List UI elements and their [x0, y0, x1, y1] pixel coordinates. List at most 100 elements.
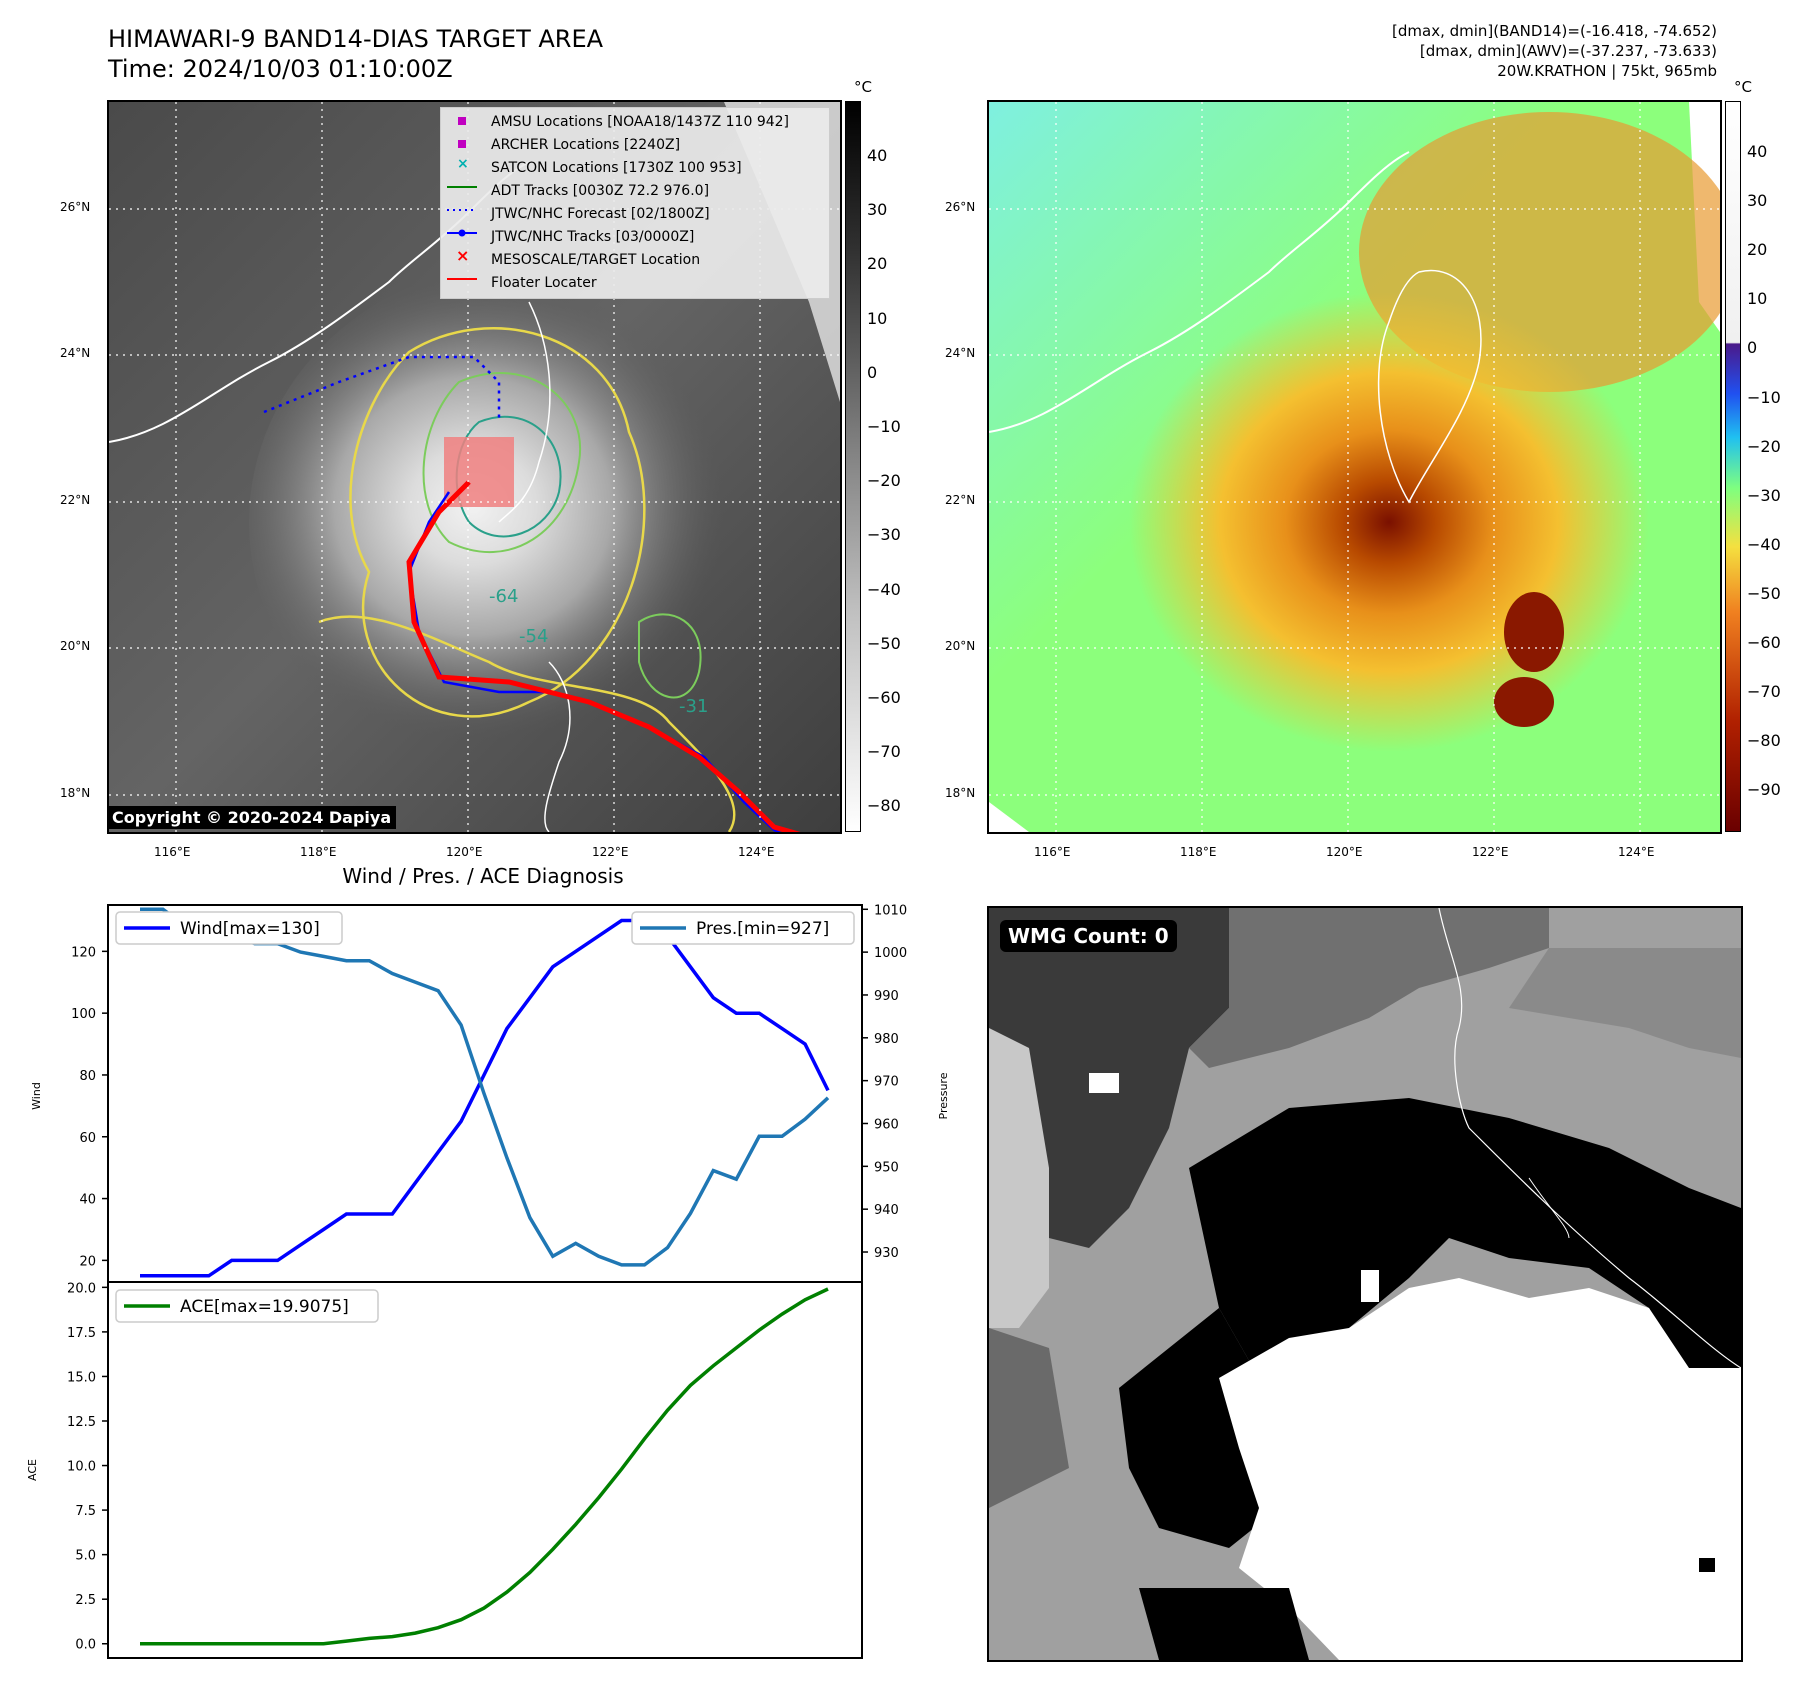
colorbar-gray-tick: −80 [867, 796, 901, 816]
contour-label-64: -64 [489, 586, 518, 607]
ace-tick-label: 2.5 [75, 1593, 96, 1608]
colorbar-color-unit: °C [1734, 78, 1752, 96]
pressure-tick-label: 980 [874, 1032, 899, 1047]
lon-label-116: 116°E [154, 845, 191, 859]
colorbar-gray-tick: 40 [867, 146, 888, 165]
wind-tick-label: 120 [71, 945, 96, 960]
pressure-tick-label: 990 [874, 989, 899, 1004]
copyright-label: Copyright © 2020-2024 Dapiya [107, 806, 397, 829]
wind-tick-label: 40 [79, 1193, 96, 1208]
colorbar-gray-tick: −50 [867, 633, 901, 653]
colorbar-gray-tick: −60 [867, 688, 901, 707]
ace-axes [107, 1281, 863, 1659]
colorbar-color-tick: −90 [1747, 780, 1781, 800]
colorbar-color-tick: −80 [1747, 731, 1781, 751]
lon-label-122: 122°E [592, 845, 629, 859]
figure-title: HIMAWARI-9 BAND14-DIAS TARGET AREA [108, 25, 604, 53]
legend-floater-label: Floater Locater [491, 275, 597, 291]
wmg-panel [987, 906, 1743, 1662]
wmg-count-label: WMG Count: 0 [1000, 920, 1177, 952]
pressure-tick-label: 950 [874, 1160, 899, 1175]
lat-label-26: 26°N [60, 200, 91, 214]
colorbar-color-tick: −60 [1747, 633, 1781, 652]
pressure-legend-box [631, 911, 855, 945]
colorbar-color-tick: 20 [1747, 240, 1768, 260]
lat-label-20: 20°N [60, 639, 91, 653]
awv-lat-label-20: 20°N [945, 639, 976, 653]
dmax-band14: [dmax, dmin](BAND14)=(-16.418, -74.652) [1392, 22, 1717, 40]
awv-map-panel [987, 100, 1722, 834]
wind-axis-label: Wind [30, 1082, 43, 1110]
colorbar-color-tick: 0 [1747, 338, 1758, 358]
colorbar-gray [845, 101, 861, 832]
colorbar-color-tick: 40 [1747, 142, 1768, 161]
colorbar-color-tick: −40 [1747, 534, 1781, 554]
legend-amsu-label: AMSU Locations [NOAA18/1437Z 110 942] [491, 114, 789, 130]
legend-archer-marker [458, 140, 466, 148]
colorbar-color-tick: −30 [1747, 485, 1781, 505]
ace-tick-label: 20.0 [67, 1281, 96, 1296]
ace-tick-label: 0.0 [75, 1638, 96, 1653]
map-legend-svg: × × AMSU Locations [NOAA18/1437Z 110 942… [447, 114, 789, 291]
colorbar-gray-tick: −20 [867, 471, 901, 491]
wind-legend-box [115, 911, 343, 945]
awv-map [989, 102, 1720, 832]
figure-time: Time: 2024/10/03 01:10:00Z [108, 55, 453, 83]
pressure-tick-label: 1010 [874, 903, 907, 918]
wind-yticks: 120 100 80 60 40 20 [71, 945, 108, 1269]
lat-label-18: 18°N [60, 786, 91, 800]
pressure-tick-label: 930 [874, 1246, 899, 1261]
colorbar-gray-unit: °C [854, 78, 872, 96]
colorbar-color-tick: 10 [1747, 289, 1768, 309]
awv-lon-label-122: 122°E [1472, 845, 1509, 859]
awv-lat-label-18: 18°N [945, 786, 976, 800]
lon-label-118: 118°E [300, 845, 337, 859]
awv-lat-label-26: 26°N [945, 200, 976, 214]
colorbar-gray-tick: −40 [867, 579, 901, 599]
ace-axis-label: ACE [26, 1459, 39, 1481]
ace-yticks: 20.0 17.5 15.0 12.5 10.0 7.5 5.0 2.5 0.0 [67, 1281, 108, 1653]
legend-jtwc-marker [458, 229, 466, 237]
contour-label-31: -31 [679, 696, 708, 717]
colorbar-gray-tick: 0 [867, 362, 878, 382]
colorbar-color-tick: −10 [1747, 387, 1781, 407]
pressure-tick-label: 970 [874, 1075, 899, 1090]
storm-info: 20W.KRATHON | 75kt, 965mb [1497, 62, 1717, 80]
ace-tick-label: 17.5 [67, 1326, 96, 1341]
wind-tick-label: 80 [79, 1069, 96, 1084]
pressure-tick-label: 940 [874, 1203, 899, 1218]
legend-target-marker: × [456, 246, 469, 265]
wmg-map [989, 908, 1741, 1660]
awv-lon-label-124: 124°E [1618, 845, 1655, 859]
awv-lon-label-120: 120°E [1326, 845, 1363, 859]
legend-archer-label: ARCHER Locations [2240Z] [491, 137, 680, 153]
pressure-tick-label: 1000 [874, 946, 907, 961]
awv-lat-label-24: 24°N [945, 346, 976, 360]
wind-series-line [140, 918, 830, 1278]
wind-tick-label: 20 [79, 1254, 96, 1269]
colorbar-color-tick: 30 [1747, 191, 1768, 211]
ace-tick-label: 12.5 [67, 1415, 96, 1430]
ace-tick-label: 5.0 [75, 1549, 96, 1564]
lon-label-120: 120°E [446, 845, 483, 859]
colorbar-gray-tick: −10 [867, 417, 901, 436]
awv-lat-label-22: 22°N [945, 493, 976, 507]
colorbar-gray-tick: −30 [867, 525, 901, 545]
ace-legend-box [115, 1289, 379, 1323]
legend-satcon-label: SATCON Locations [1730Z 100 953] [491, 160, 742, 176]
awv-lon-label-118: 118°E [1180, 845, 1217, 859]
legend-jtwc-label: JTWC/NHC Tracks [03/0000Z] [490, 229, 694, 245]
wind-tick-label: 100 [71, 1007, 96, 1022]
colorbar-color-tick: −50 [1747, 583, 1781, 603]
legend-forecast-label: JTWC/NHC Forecast [02/1800Z] [490, 206, 710, 222]
colorbar-color-tick: −70 [1747, 682, 1781, 702]
pressure-legend-label: Pres.[min=927] [696, 919, 829, 939]
legend-satcon-marker: × [457, 156, 469, 172]
colorbar-color [1725, 101, 1741, 832]
ace-series-line [140, 1287, 829, 1646]
lat-label-22: 22°N [60, 493, 91, 507]
pressure-yticks: 1010 1000 990 980 970 960 950 940 930 [862, 903, 907, 1261]
lon-label-124: 124°E [738, 845, 775, 859]
dmax-awv: [dmax, dmin](AWV)=(-37.237, -73.633) [1419, 42, 1717, 60]
colorbar-gray-tick: 20 [867, 254, 888, 274]
